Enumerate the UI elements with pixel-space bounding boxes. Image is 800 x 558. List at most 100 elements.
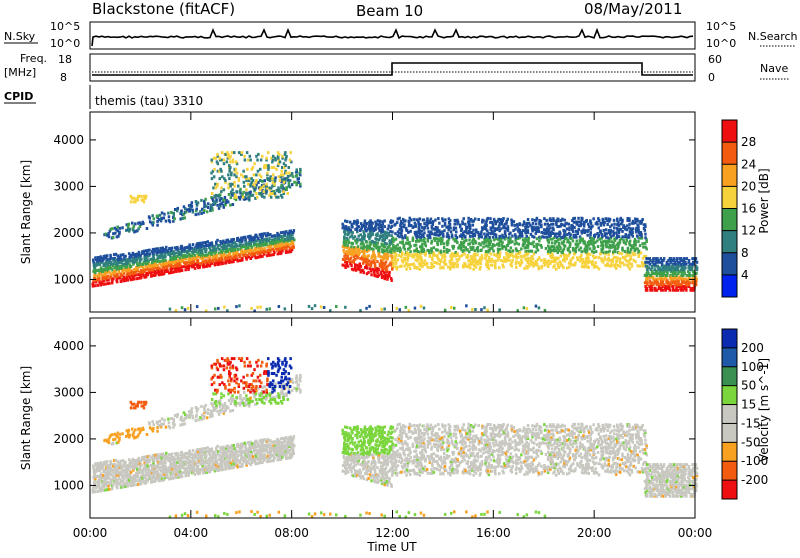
data-cell — [227, 239, 230, 242]
data-cell — [606, 262, 609, 265]
data-cell — [612, 230, 615, 233]
data-cell — [586, 234, 589, 237]
data-cell — [559, 247, 562, 250]
data-cell — [253, 173, 256, 176]
data-cell — [602, 244, 605, 247]
data-cell — [622, 239, 625, 242]
data-cell — [514, 233, 517, 236]
data-cell — [469, 242, 472, 245]
data-cell — [348, 247, 351, 250]
data-cell — [535, 251, 538, 254]
data-cell — [274, 157, 277, 160]
data-cell — [259, 179, 262, 182]
data-cell — [120, 257, 123, 260]
data-cell — [423, 307, 426, 310]
data-cell — [531, 250, 534, 253]
data-cell — [621, 261, 624, 264]
data-cell — [106, 460, 109, 463]
data-cell — [450, 306, 453, 309]
data-cell — [420, 239, 423, 242]
data-cell — [610, 229, 613, 232]
nsearch-label: N.Search — [748, 30, 798, 43]
data-cell — [494, 260, 497, 263]
data-cell — [598, 267, 601, 270]
data-cell — [152, 221, 155, 224]
data-cell — [424, 259, 427, 262]
data-cell — [191, 201, 194, 204]
data-cell — [410, 218, 413, 221]
data-cell — [606, 245, 609, 248]
data-cell — [541, 265, 544, 268]
data-cell — [499, 227, 502, 230]
data-cell — [256, 159, 259, 162]
data-cell — [572, 256, 575, 259]
data-cell — [377, 242, 380, 245]
data-cell — [525, 265, 528, 268]
data-cell — [109, 254, 112, 257]
data-cell — [552, 232, 555, 235]
data-cell — [108, 271, 111, 274]
data-cell — [110, 276, 113, 279]
data-cell — [140, 482, 143, 485]
data-cell — [277, 186, 280, 189]
data-cell — [142, 222, 145, 225]
data-cell — [464, 263, 467, 266]
data-cell — [395, 238, 398, 241]
data-cell — [256, 306, 259, 309]
data-cell — [686, 274, 689, 277]
data-cell — [277, 196, 280, 199]
data-cell — [132, 253, 135, 256]
data-cell — [395, 253, 398, 256]
data-cell — [474, 258, 477, 261]
velocity-scatter — [92, 357, 699, 518]
data-cell — [426, 220, 429, 223]
data-cell — [597, 245, 600, 248]
data-cell — [549, 217, 552, 220]
data-cell — [289, 151, 292, 154]
data-cell — [482, 246, 485, 249]
data-cell — [197, 201, 200, 204]
data-cell — [391, 255, 394, 258]
data-cell — [568, 223, 571, 226]
data-cell — [423, 248, 426, 251]
data-cell — [488, 256, 491, 259]
data-cell — [383, 220, 386, 223]
data-cell — [362, 269, 365, 272]
data-cell — [646, 257, 649, 260]
data-cell — [159, 473, 162, 476]
data-cell — [430, 230, 433, 233]
data-cell — [469, 235, 472, 238]
data-cell — [288, 182, 291, 185]
data-cell — [390, 277, 393, 280]
nsearch-max: 10^5 — [706, 20, 736, 33]
data-cell — [598, 219, 601, 222]
data-cell — [566, 257, 569, 260]
data-cell — [269, 192, 272, 195]
data-cell — [519, 251, 522, 254]
data-cell — [383, 308, 386, 311]
data-cell — [421, 230, 424, 233]
data-cell — [498, 308, 501, 311]
data-cell — [396, 307, 399, 310]
data-cell — [260, 175, 263, 178]
data-cell — [142, 480, 145, 483]
freq-min: 8 — [60, 71, 67, 84]
data-cell — [396, 243, 399, 246]
data-cell — [368, 305, 371, 308]
data-cell — [356, 238, 359, 241]
data-cell — [392, 237, 395, 240]
data-cell — [480, 308, 483, 311]
data-cell — [399, 308, 402, 311]
data-cell — [529, 224, 532, 227]
data-cell — [461, 254, 464, 257]
data-cell — [414, 307, 417, 310]
data-cell — [111, 227, 114, 230]
data-cell — [419, 268, 422, 271]
data-cell — [210, 204, 213, 207]
data-cell — [435, 237, 438, 240]
data-cell — [634, 253, 637, 256]
data-cell — [535, 222, 538, 225]
data-cell — [630, 227, 633, 230]
data-cell — [600, 257, 603, 260]
data-cell — [272, 159, 275, 162]
